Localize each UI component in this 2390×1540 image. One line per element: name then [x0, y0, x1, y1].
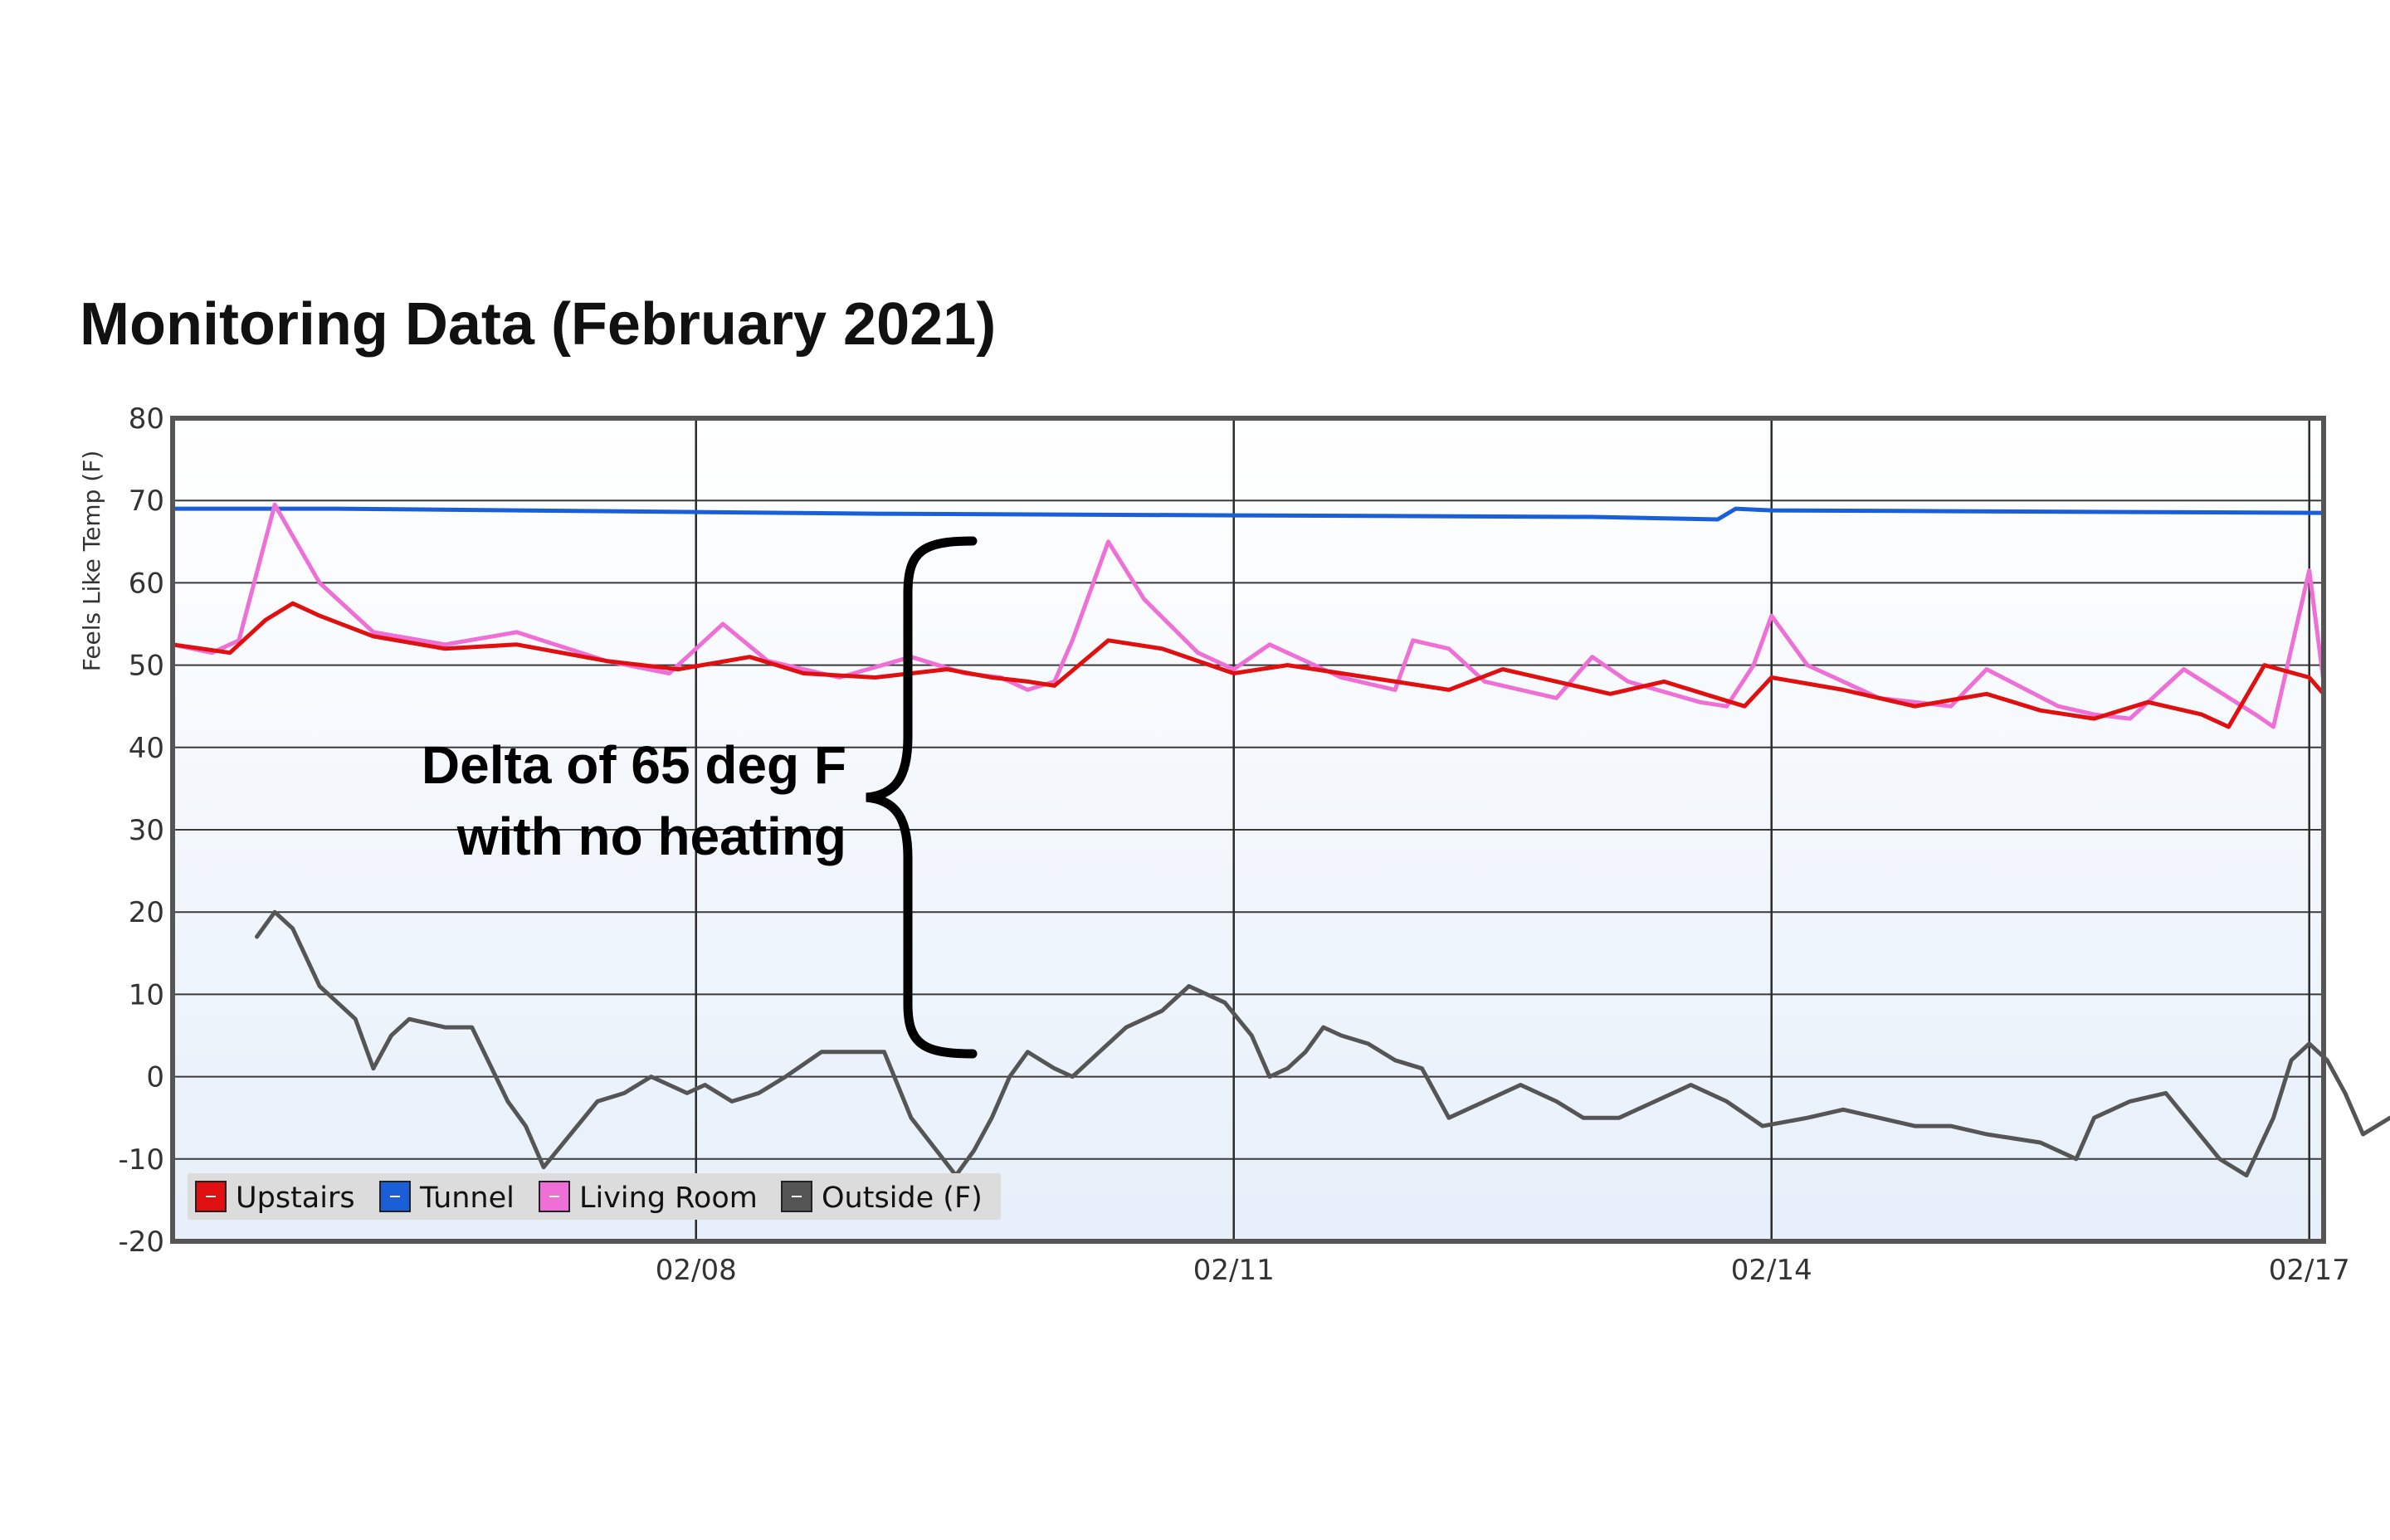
y-tick-label: 0 [146, 1061, 164, 1094]
y-axis-label: Feels Like Temp (F) [78, 451, 105, 672]
y-tick-label: 30 [129, 814, 164, 847]
legend-label-2: Living Room [579, 1182, 758, 1215]
annotation-line-1: Delta of 65 deg F [422, 735, 846, 795]
y-tick-label: 50 [129, 650, 164, 683]
legend: Upstairs Tunnel Living Room Outside (F) [188, 1173, 1001, 1220]
series-line-1 [170, 506, 2326, 522]
legend-label-1: Tunnel [419, 1182, 515, 1215]
series-line-0 [170, 601, 2326, 729]
series-line-3 [255, 909, 2390, 1178]
legend-label-3: Outside (F) [822, 1182, 983, 1215]
series-lines [170, 502, 2390, 1178]
y-tick-label: 10 [129, 978, 164, 1011]
annotation-line-2: with no heating [456, 807, 846, 866]
x-tick-label: 02/17 [2269, 1254, 2350, 1287]
y-tick-label: 40 [129, 732, 164, 765]
y-axis-ticks: 80 70 60 50 40 30 20 10 0 -10 -20 [118, 402, 164, 1259]
annotation-brace [866, 536, 978, 1059]
y-tick-label: 80 [129, 402, 164, 436]
y-tick-label: 70 [129, 485, 164, 518]
x-tick-label: 02/11 [1193, 1254, 1275, 1287]
plot-frame [170, 416, 2326, 1244]
x-axis-ticks: 02/08 02/11 02/14 02/17 [656, 1254, 2350, 1287]
legend-label-0: Upstairs [236, 1182, 355, 1215]
y-tick-label: 20 [129, 896, 164, 929]
y-tick-label: -10 [118, 1143, 164, 1177]
x-tick-label: 02/08 [656, 1254, 737, 1287]
x-tick-label: 02/14 [1731, 1254, 1812, 1287]
chart-title: Monitoring Data (February 2021) [80, 291, 997, 358]
y-tick-label: 60 [129, 567, 164, 600]
y-tick-label: -20 [118, 1226, 164, 1259]
vertical-gridlines [695, 418, 2310, 1241]
